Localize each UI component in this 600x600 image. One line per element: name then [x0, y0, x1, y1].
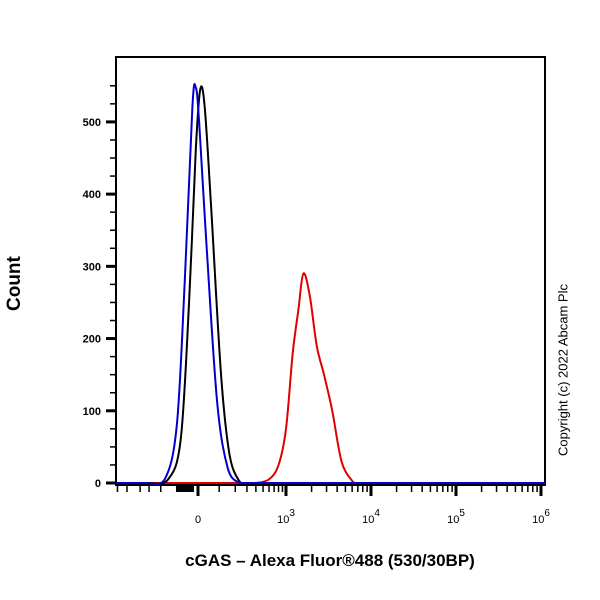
plot-frame: [115, 56, 546, 486]
x-tick-label: 105: [447, 508, 465, 526]
y-tick-label: 500: [83, 117, 101, 129]
histogram-curves: [116, 83, 545, 486]
y-tick-label: 400: [83, 189, 101, 201]
x-axis-label: cGAS – Alexa Fluor®488 (530/30BP): [185, 551, 475, 570]
y-tick-label: 200: [83, 334, 101, 346]
curve-isotype-control: [116, 85, 545, 485]
x-tick-label: 103: [277, 508, 295, 526]
x-tick-label: 0: [195, 514, 201, 526]
x-tick-label: 104: [362, 508, 380, 526]
y-tick-label: 300: [83, 261, 101, 273]
y-axis: 0 100 200 300 400 500: [83, 57, 117, 490]
x-axis: 0 103 104 105 106: [116, 484, 550, 526]
y-tick-label: 100: [83, 406, 101, 418]
curve-unlabelled-control: [116, 83, 545, 486]
curve-cgas-stained: [116, 272, 545, 485]
y-axis-label: Count: [4, 256, 25, 311]
copyright-notice: Copyright (c) 2022 Abcam Plc: [555, 284, 571, 456]
x-tick-label: 106: [532, 508, 550, 526]
y-tick-label: 0: [95, 478, 101, 490]
